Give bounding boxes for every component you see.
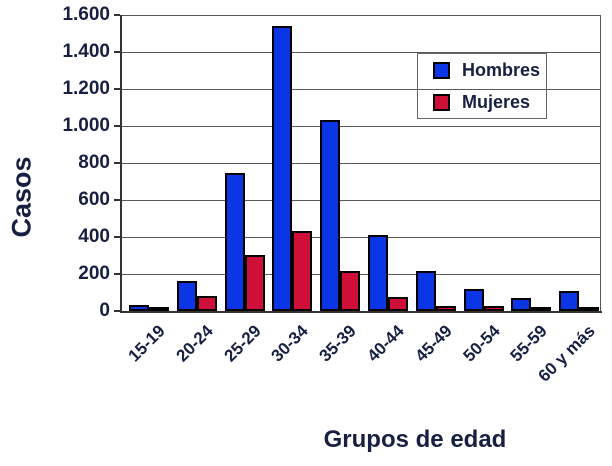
bar-hombres-30-34	[272, 26, 292, 311]
legend-entry-mujeres: Mujeres	[418, 87, 546, 117]
y-tick-400	[114, 236, 120, 238]
y-tick-1000	[114, 125, 120, 127]
y-tick-1600	[114, 14, 120, 16]
gridline-200	[122, 273, 600, 275]
y-tick-label-1600: 1.600	[62, 4, 110, 25]
bar-mujeres-30-34	[292, 231, 312, 311]
bar-hombres-55-59	[511, 298, 531, 311]
y-axis-line	[120, 15, 122, 313]
gridline-400	[122, 236, 600, 238]
bar-hombres-15-19	[129, 305, 149, 311]
y-tick-200	[114, 273, 120, 275]
y-tick-600	[114, 199, 120, 201]
y-tick-label-600: 600	[78, 189, 110, 210]
y-tick-0	[114, 310, 120, 312]
gridline-1000	[122, 125, 600, 127]
plot-area	[122, 15, 600, 311]
bar-mujeres-20-24	[197, 296, 217, 311]
gridline-800	[122, 162, 600, 164]
bar-mujeres-35-39	[340, 271, 360, 311]
bar-mujeres-60 y más	[579, 307, 599, 311]
bar-mujeres-50-54	[484, 306, 504, 311]
y-tick-label-800: 800	[78, 152, 110, 173]
x-axis-title: Grupos de edad	[323, 426, 507, 453]
bar-hombres-40-44	[368, 235, 388, 311]
legend-swatch-hombres	[433, 61, 450, 79]
bar-hombres-45-49	[416, 271, 436, 311]
y-tick-800	[114, 162, 120, 164]
legend-swatch-mujeres	[433, 93, 450, 111]
legend-label-mujeres: Mujeres	[462, 92, 531, 112]
gridline-1200	[122, 88, 600, 90]
y-tick-label-1000: 1.000	[62, 115, 110, 136]
bar-hombres-35-39	[320, 120, 340, 311]
legend-label-hombres: Hombres	[462, 60, 541, 80]
bar-mujeres-45-49	[436, 306, 456, 311]
bar-hombres-60 y más	[559, 291, 579, 311]
bar-hombres-25-29	[225, 173, 245, 311]
bar-mujeres-55-59	[531, 307, 551, 311]
plot-right-border	[600, 15, 601, 311]
y-tick-label-200: 200	[78, 263, 110, 284]
y-tick-label-1400: 1.400	[62, 41, 110, 62]
y-tick-label-400: 400	[78, 226, 110, 247]
y-tick-1400	[114, 51, 120, 53]
bar-mujeres-15-19	[149, 307, 169, 311]
x-axis-line	[120, 311, 602, 313]
bar-hombres-20-24	[177, 281, 197, 311]
legend: Hombres Mujeres	[417, 53, 547, 119]
bar-mujeres-25-29	[245, 255, 265, 311]
bar-mujeres-40-44	[388, 297, 408, 311]
y-tick-label-0: 0	[99, 300, 110, 321]
bar-hombres-50-54	[464, 289, 484, 311]
plot-top-border	[122, 15, 601, 16]
y-tick-label-1200: 1.200	[62, 78, 110, 99]
y-tick-1200	[114, 88, 120, 90]
legend-entry-hombres: Hombres	[418, 55, 546, 85]
gridline-1400	[122, 51, 600, 53]
gridline-600	[122, 199, 600, 201]
